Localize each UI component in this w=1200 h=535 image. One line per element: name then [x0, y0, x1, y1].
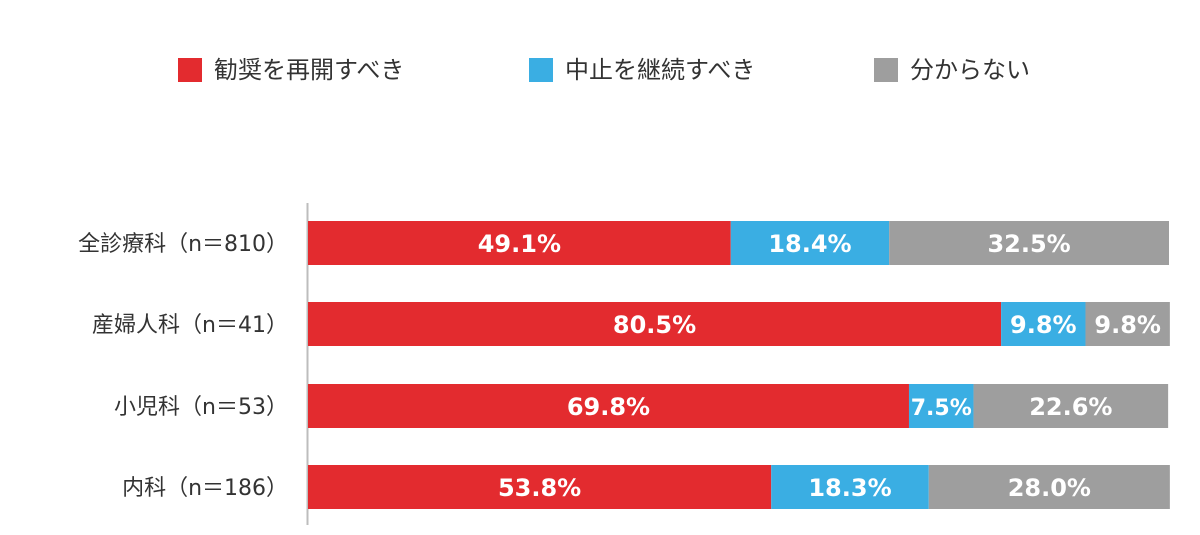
legend-label-2: 中止を継続すべき — [565, 56, 755, 84]
bar-segment-2-1 — [308, 302, 1002, 346]
data-label-3-2: 7.5% — [911, 396, 972, 421]
bar-segment-4-3 — [928, 465, 1170, 509]
data-label-1-2: 18.4% — [768, 230, 851, 258]
data-label-4-2: 18.3% — [808, 474, 891, 502]
data-label-4-3: 28.0% — [1008, 474, 1091, 502]
bar-segment-4-1 — [308, 465, 772, 509]
data-label-4-1: 53.8% — [498, 474, 581, 502]
bar-segment-3-3 — [973, 384, 1169, 428]
legend-label-3: 分からない — [910, 56, 1030, 84]
category-axis: 全診療科（n＝810） 産婦人科（n＝41） 小児科（n＝53） 内科（n＝186） — [78, 203, 309, 525]
legend-swatch-2 — [529, 58, 553, 82]
category-label-4: 内科（n＝186） — [122, 476, 288, 501]
legend-swatch-3 — [874, 58, 898, 82]
bars: 49.1% 18.4% 32.5% 80.5% 9.8% 9.8% 69.8% 7.5% 22.… — [308, 221, 1170, 509]
data-label-1-1: 49.1% — [478, 230, 561, 258]
data-label-2-3: 9.8% — [1094, 311, 1161, 339]
bar-segment-1-3 — [889, 221, 1169, 265]
data-label-2-2: 9.8% — [1010, 311, 1077, 339]
bar-segment-1-1 — [308, 221, 731, 265]
bar-segment-3-2 — [908, 384, 974, 428]
bar-segment-1-2 — [730, 221, 890, 265]
bar-segment-2-3 — [1085, 302, 1170, 346]
data-label-2-1: 80.5% — [613, 311, 696, 339]
category-label-1: 全診療科（n＝810） — [78, 232, 288, 257]
data-label-3-1: 69.8% — [567, 393, 650, 421]
data-label-1-3: 32.5% — [987, 230, 1070, 258]
bar-segment-3-1 — [308, 384, 909, 428]
legend-swatch-1 — [178, 58, 202, 82]
legend-label-1: 勧奨を再開すべき — [214, 56, 404, 84]
category-label-3: 小児科（n＝53） — [114, 395, 288, 420]
legend: 勧奨を再開すべき 中止を継続すべき 分からない — [178, 56, 1030, 84]
category-label-2: 産婦人科（n＝41） — [92, 313, 288, 338]
bar-segment-4-2 — [771, 465, 929, 509]
data-label-3-3: 22.6% — [1029, 393, 1112, 421]
bar-segment-2-2 — [1001, 302, 1086, 346]
